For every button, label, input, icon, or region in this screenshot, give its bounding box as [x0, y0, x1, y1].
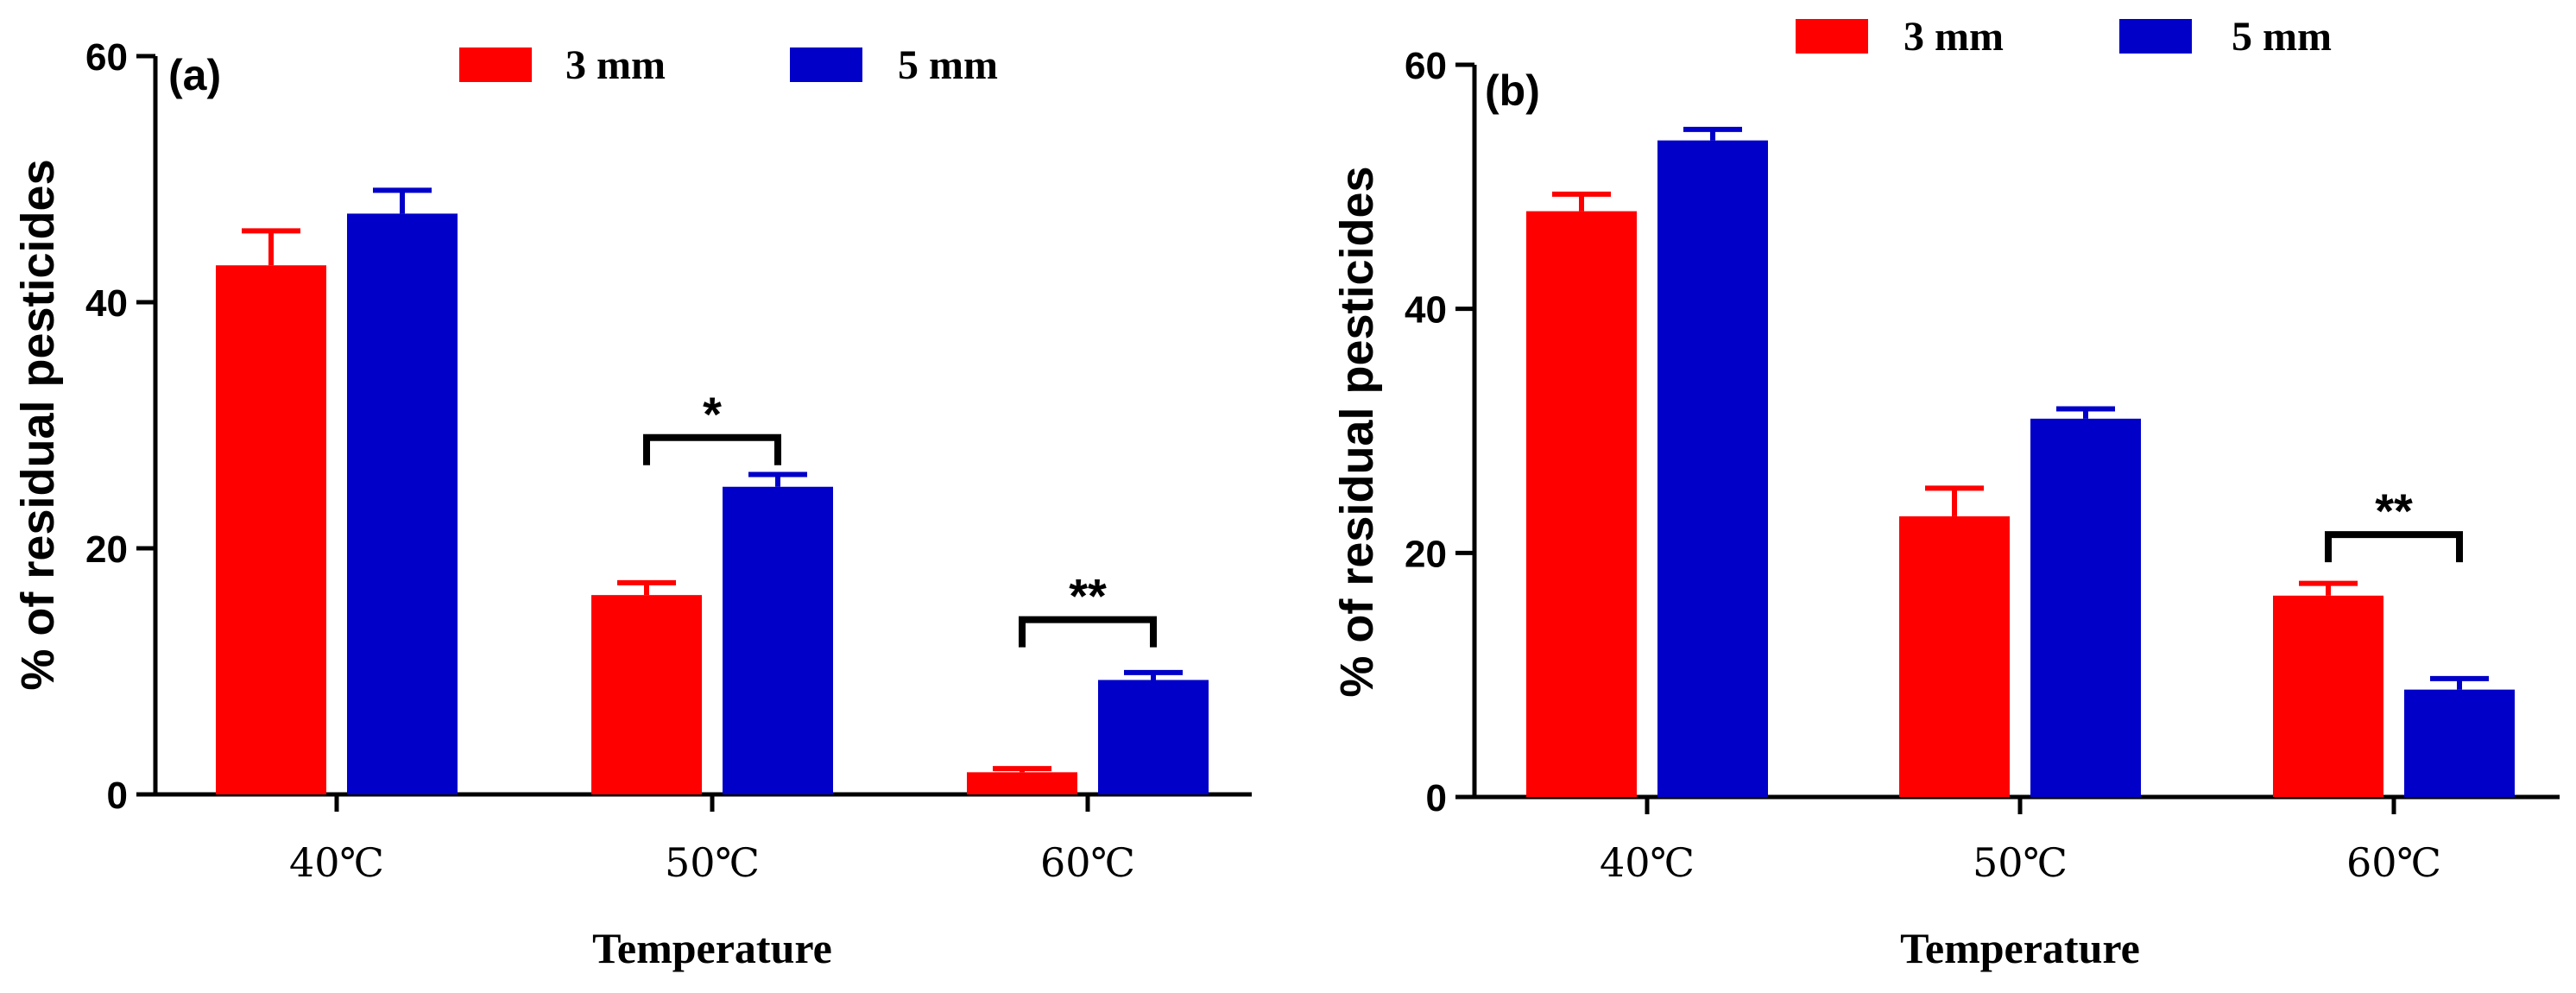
y-tick-label: 20: [1405, 533, 1447, 575]
bar-3mm-1: [591, 595, 702, 794]
panel-b: 0 20 40 60 % of residual pesticides (b) 40℃ 50℃…: [1331, 14, 2560, 972]
y-tick-label: 0: [1426, 777, 1447, 819]
bar-5mm-2: [2404, 689, 2515, 797]
bar-3mm-0: [1526, 211, 1637, 798]
y-tick-label: 60: [1405, 45, 1447, 87]
y-tick-label: 0: [107, 775, 128, 817]
significance-label: **: [1069, 569, 1107, 623]
legend-swatch: [2119, 19, 2192, 54]
legend-swatch: [1796, 19, 1868, 54]
bar-3mm-2: [2273, 595, 2383, 797]
x-tick-label: 60℃: [1040, 839, 1135, 886]
bar-5mm-0: [1657, 140, 1768, 798]
significance-label: *: [703, 387, 722, 441]
bar-5mm-1: [723, 486, 833, 794]
bar-3mm-0: [216, 265, 326, 794]
y-axis-label: % of residual pesticides: [1331, 166, 1383, 697]
legend-label: 5 mm: [898, 42, 998, 88]
x-tick-label: 50℃: [665, 839, 760, 886]
legend-swatch: [790, 47, 862, 82]
legend-label: 5 mm: [2232, 14, 2332, 60]
legend-swatch: [459, 47, 532, 82]
x-axis-label: Temperature: [1900, 924, 2140, 972]
bar-3mm-2: [967, 772, 1077, 794]
bar-3mm-1: [1899, 515, 2010, 797]
panel-label: (a): [168, 51, 221, 99]
y-tick-label: 40: [1405, 289, 1447, 332]
significance-label: **: [2375, 484, 2413, 538]
legend-label: 3 mm: [1904, 14, 2004, 60]
y-tick-label: 40: [85, 282, 128, 325]
panel-a: 0 20 40 60 % of residual pesticides (a) 40℃ 50℃…: [12, 36, 1252, 972]
y-tick-label: 60: [85, 36, 128, 79]
x-axis-label: Temperature: [592, 924, 832, 972]
x-tick-label: 50℃: [1973, 839, 2068, 886]
panel-label: (b): [1485, 66, 1540, 115]
y-tick-label: 20: [85, 528, 128, 571]
x-tick-label: 60℃: [2346, 839, 2441, 886]
x-tick-label: 40℃: [1600, 839, 1695, 886]
y-axis-label: % of residual pesticides: [12, 159, 64, 690]
significance-bracket: [1019, 616, 1157, 648]
x-tick-label: 40℃: [289, 839, 384, 886]
bar-5mm-0: [347, 213, 458, 794]
bar-5mm-1: [2030, 418, 2141, 797]
significance-bracket: [643, 433, 781, 465]
bar-5mm-2: [1098, 680, 1209, 794]
significance-bracket: [2325, 531, 2463, 563]
legend-label: 3 mm: [565, 42, 666, 88]
